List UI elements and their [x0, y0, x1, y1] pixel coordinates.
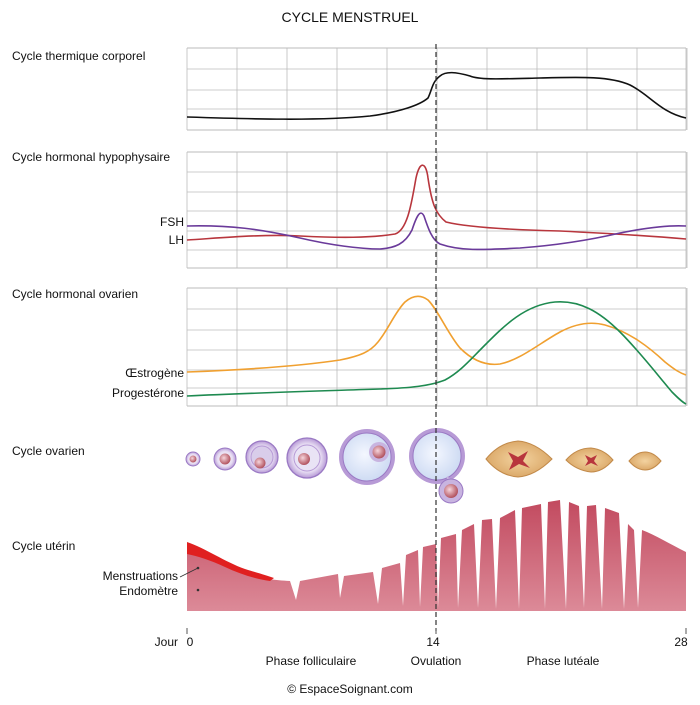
regressing-corpus-luteum	[565, 447, 614, 473]
grid-temperature	[186, 47, 688, 131]
progesterone-curve	[186, 301, 687, 405]
day-axis: Jour 0 14 28	[155, 628, 688, 649]
panel-grids	[186, 47, 688, 407]
temperature-curve	[186, 71, 687, 120]
endometrium-layer	[187, 500, 686, 611]
released-oocyte	[438, 478, 464, 504]
lh-curve	[186, 164, 687, 241]
menstruations-leader-line	[179, 567, 199, 578]
label-temperature-cycle: Cycle thermique corporel	[12, 49, 145, 63]
primordial-follicle	[185, 451, 201, 467]
label-ovarian-cycle: Cycle ovarien	[12, 444, 85, 458]
corpus-albicans	[628, 451, 662, 471]
label-uterine-cycle: Cycle utérin	[12, 539, 75, 553]
graafian-follicle	[339, 429, 395, 485]
phase-follicular: Phase folliculaire	[266, 654, 357, 668]
copyright: © EspaceSoignant.com	[287, 682, 413, 696]
ovarian-cycle-illustration	[185, 428, 662, 504]
label-fsh: FSH	[160, 215, 184, 229]
primary-follicle	[213, 447, 237, 471]
uterine-cycle-illustration	[179, 500, 686, 611]
menstruation-layer	[187, 542, 274, 581]
label-lh: LH	[169, 233, 184, 247]
ovulating-follicle	[409, 428, 465, 490]
corpus-luteum	[485, 440, 553, 478]
secondary-follicle	[245, 440, 279, 474]
label-endometrium: Endomètre	[119, 584, 178, 598]
label-ovarian-hormone-cycle: Cycle hormonal ovarien	[12, 287, 138, 301]
tick-day-0: 0	[187, 635, 194, 649]
grid-pituitary	[186, 151, 688, 269]
fsh-curve	[186, 212, 687, 251]
axis-label-day: Jour	[155, 635, 178, 649]
diagram-title: CYCLE MENSTRUEL	[282, 9, 419, 25]
label-pituitary-cycle: Cycle hormonal hypophysaire	[12, 150, 170, 164]
grid-ovarian-hormones	[186, 287, 688, 407]
estrogen-curve	[186, 295, 687, 376]
label-estrogen: Œstrogène	[125, 366, 184, 380]
label-progesterone: Progestérone	[112, 386, 184, 400]
phase-luteal: Phase lutéale	[527, 654, 600, 668]
tick-day-28: 28	[674, 635, 688, 649]
tertiary-follicle	[286, 437, 328, 479]
phase-ovulation: Ovulation	[411, 654, 462, 668]
tick-day-14: 14	[426, 635, 440, 649]
label-menstruations: Menstruations	[103, 569, 178, 583]
